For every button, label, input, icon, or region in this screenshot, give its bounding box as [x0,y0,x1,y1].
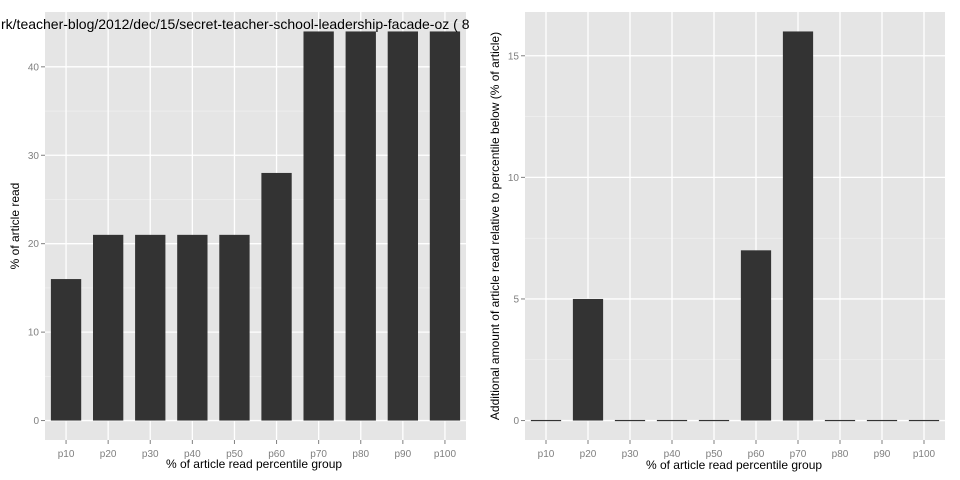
right-chart-panel: 0 5 10 15 p10 p20 p30 p40 p50 p60 p70 p80 p90 p100 % o… [488,12,945,472]
x-tick-label: p30 [142,449,159,460]
y-tick-label: 10 [28,328,40,339]
bar-p70 [303,31,334,421]
left-chart-panel: 0 10 20 30 40 p10 p20 p30 p40 p50 p60 p70 p80 p90 p100… [1,12,470,471]
x-tick-label: p50 [226,449,243,460]
y-tick-label: 0 [513,416,519,427]
bar-p10 [50,279,82,421]
x-tick-label: p30 [622,449,639,460]
x-tick-label: p100 [913,449,936,460]
y-axis-title: Additional amount of article read relati… [488,32,502,420]
x-tick-label: p80 [832,449,849,460]
bar-p40 [177,234,208,421]
y-tick-label: 40 [28,62,40,73]
bar-p20 [92,234,124,421]
chart-title: rk/teacher-blog/2012/dec/15/secret-teach… [1,16,470,32]
x-tick-label: p20 [100,449,117,460]
bar-p60 [740,250,772,421]
y-tick-label: 15 [508,51,520,62]
x-tick-label: p20 [580,449,597,460]
y-tick-label: 0 [33,416,39,427]
x-tick-label: p60 [268,449,285,460]
bar-p40 [656,419,688,422]
bar-p100 [429,31,461,421]
x-tick-label: p90 [395,449,412,460]
bar-p50 [698,419,730,422]
x-tick-label: p70 [790,449,807,460]
x-tick-label: p50 [706,449,723,460]
bar-p80 [824,419,856,422]
x-axis-title: % of article read percentile group [166,457,342,471]
bar-p100 [908,419,940,422]
bar-p80 [345,31,376,421]
x-tick-label: p90 [874,449,891,460]
x-tick-label: p80 [352,449,369,460]
bar-p30 [614,419,646,422]
y-tick-label: 10 [508,173,520,184]
x-tick-label: p10 [538,449,555,460]
bar-p90 [866,419,898,422]
x-axis-title: % of article read percentile group [646,458,822,472]
bar-p50 [219,234,250,421]
x-tick-label: p10 [58,449,75,460]
x-tick-label: p70 [310,449,327,460]
x-tick-label: p100 [434,449,457,460]
x-tick-label: p40 [664,449,681,460]
x-tick-label: p40 [184,449,201,460]
bar-p10 [530,419,562,422]
y-tick-label: 20 [28,239,40,250]
bar-p20 [572,298,604,421]
x-tick-label: p60 [748,449,765,460]
y-tick-label: 30 [28,151,40,162]
bar-p70 [782,31,814,421]
bar-p30 [135,234,166,421]
bar-p90 [387,31,419,421]
bar-p60 [261,172,292,421]
y-axis-title: % of article read [8,183,22,270]
y-tick-label: 5 [513,294,519,305]
